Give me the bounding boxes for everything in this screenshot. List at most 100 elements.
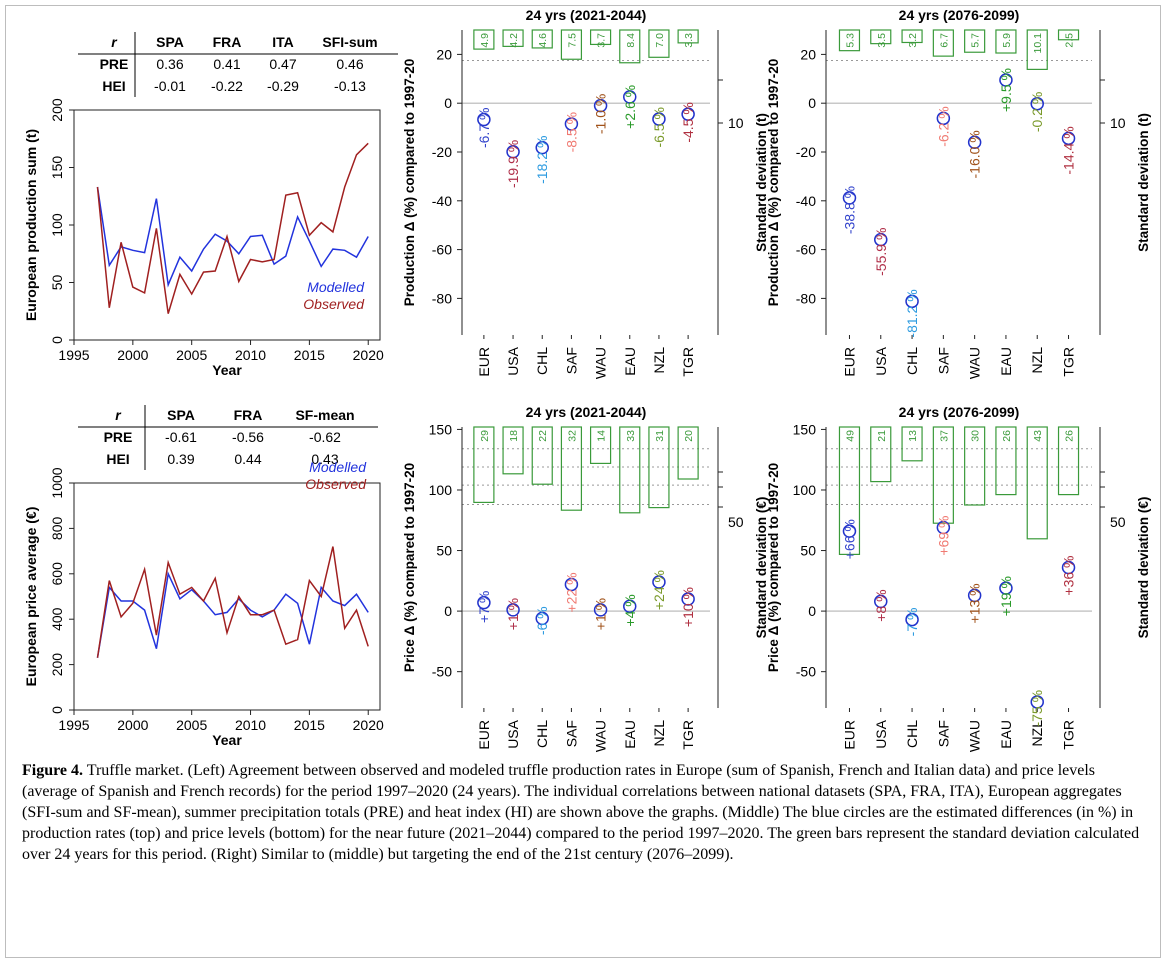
panel-title: 24 yrs (2021-2044) — [526, 404, 647, 420]
table-header: FRA — [234, 407, 263, 423]
x-category-label: TGR — [680, 720, 696, 750]
x-category-label: SAF — [563, 347, 579, 374]
panel-title: 24 yrs (2021-2044) — [526, 7, 647, 23]
change-marker — [681, 107, 695, 121]
y-tick-label: 20 — [800, 46, 816, 62]
sd-bar-label: 22 — [537, 430, 549, 442]
table-header: ITA — [272, 34, 294, 50]
x-category-label: EAU — [998, 347, 1014, 376]
sd-bar — [1026, 426, 1048, 540]
caption-label: Figure 4. — [22, 762, 84, 779]
y-tick-label: 100 — [49, 213, 65, 237]
x-category-label: EUR — [476, 720, 492, 750]
sd-bar — [502, 29, 524, 47]
change-label: -7 % — [904, 608, 920, 637]
sd-bar — [901, 29, 923, 44]
change-label: -55.9 % — [873, 228, 889, 276]
y-tick-label: 20 — [436, 46, 452, 62]
change-marker — [681, 592, 695, 606]
x-tick-label: 2015 — [294, 717, 325, 733]
x-category-label: WAU — [593, 720, 609, 752]
change-marker — [936, 111, 951, 126]
change-marker — [593, 603, 608, 617]
y2-axis-label: Standard deviation (€) — [1136, 497, 1151, 639]
change-label: +13 % — [967, 583, 983, 623]
table-cell: -0.22 — [211, 78, 243, 94]
y-tick-label: 200 — [49, 98, 65, 122]
table-row-label: HEI — [106, 451, 129, 467]
y-axis-label: Price Δ (%) compared to 1997-20 — [766, 463, 781, 672]
y-tick-label: -80 — [796, 290, 816, 306]
change-label: -81.2 % — [904, 289, 920, 337]
y-tick-label: 100 — [429, 482, 453, 498]
table-row-label: PRE — [100, 56, 129, 72]
sd-bar-label: 3.3 — [683, 33, 695, 48]
sd-bar — [838, 29, 861, 52]
y-tick-label: 50 — [49, 275, 65, 291]
y-tick-label: 1000 — [49, 467, 65, 498]
sd-bar — [932, 426, 954, 524]
sd-bar — [838, 426, 861, 556]
x-tick-label: 2010 — [235, 717, 266, 733]
legend-entry: Observed — [303, 296, 365, 312]
x-category-label: TGR — [1061, 347, 1077, 377]
change-label: -6.5 % — [651, 107, 667, 147]
x-category-label: EAU — [998, 720, 1014, 749]
y-tick-label: 50 — [800, 543, 816, 559]
sd-bar-label: 3.2 — [907, 33, 919, 48]
change-marker — [936, 520, 951, 535]
sd-bar — [531, 29, 553, 49]
change-marker — [535, 140, 549, 155]
sd-bar-label: 10.1 — [1032, 33, 1044, 54]
x-category-label: CHL — [534, 347, 550, 375]
table-header: SPA — [156, 34, 184, 50]
x-category-label: USA — [873, 719, 889, 748]
x-category-label: NZL — [651, 720, 667, 747]
prod-far-chart: 24 yrs (2076-2099) -80 -60 -40 -20 0 20 Product… — [766, 7, 1151, 379]
x-category-label: TGR — [680, 347, 696, 377]
change-marker — [874, 594, 888, 609]
caption-text: Truffle market. (Left) Agreement between… — [22, 762, 1140, 863]
table-cell: -0.61 — [165, 429, 197, 445]
change-marker — [905, 294, 919, 309]
sd-bar-label: 30 — [970, 430, 982, 442]
table-cell: 0.43 — [311, 451, 338, 467]
x-category-label: EUR — [476, 347, 492, 377]
change-marker — [652, 575, 666, 589]
sd-bar-label: 3.7 — [596, 33, 608, 48]
y-tick-label: -40 — [796, 193, 816, 209]
sd-bar-label: 7.5 — [566, 33, 578, 48]
y2-axis-label: Standard deviation (t) — [754, 113, 769, 252]
change-marker — [905, 612, 919, 627]
change-marker — [477, 112, 491, 127]
sd-bar-label: 43 — [1032, 430, 1044, 442]
change-label: -1.0 % — [593, 94, 609, 134]
y-tick-label: -20 — [796, 144, 816, 160]
change-marker — [874, 232, 888, 247]
sd-bar — [901, 426, 923, 462]
y-tick-label: 100 — [793, 482, 817, 498]
change-label: +19 % — [998, 576, 1014, 616]
x-category-label: EUR — [841, 720, 857, 750]
y-tick-label: 0 — [444, 603, 452, 619]
change-label: +4 % — [622, 594, 638, 626]
table-header: FRA — [213, 34, 242, 50]
y-tick-label: 0 — [49, 706, 65, 714]
table-cell: 0.36 — [156, 56, 183, 72]
table-row-label: HEI — [102, 78, 125, 94]
y-tick-label: 150 — [429, 421, 453, 437]
table-corner: r — [111, 34, 118, 50]
sd-bar — [531, 426, 553, 485]
change-label: -75 % — [1029, 690, 1045, 727]
x-category-label: WAU — [593, 347, 609, 379]
prod-ts-chart: 1995 2000 2005 2010 2015 2020 0 50 100 150 200 Year… — [23, 98, 384, 378]
x-category-label: NZL — [1029, 720, 1045, 747]
x-tick-label: 2020 — [353, 347, 384, 363]
change-marker — [623, 90, 637, 104]
change-marker — [564, 117, 579, 131]
panel-title: 24 yrs (2076-2099) — [899, 404, 1020, 420]
sd-bar-label: 29 — [479, 430, 491, 442]
x-tick-label: 2005 — [176, 347, 207, 363]
correlation-table: r SPA FRA ITA SFI-sum PRE 0.36 0.41 0.47 0.46 HEI -… — [78, 32, 398, 97]
change-label: +1 % — [593, 598, 609, 630]
